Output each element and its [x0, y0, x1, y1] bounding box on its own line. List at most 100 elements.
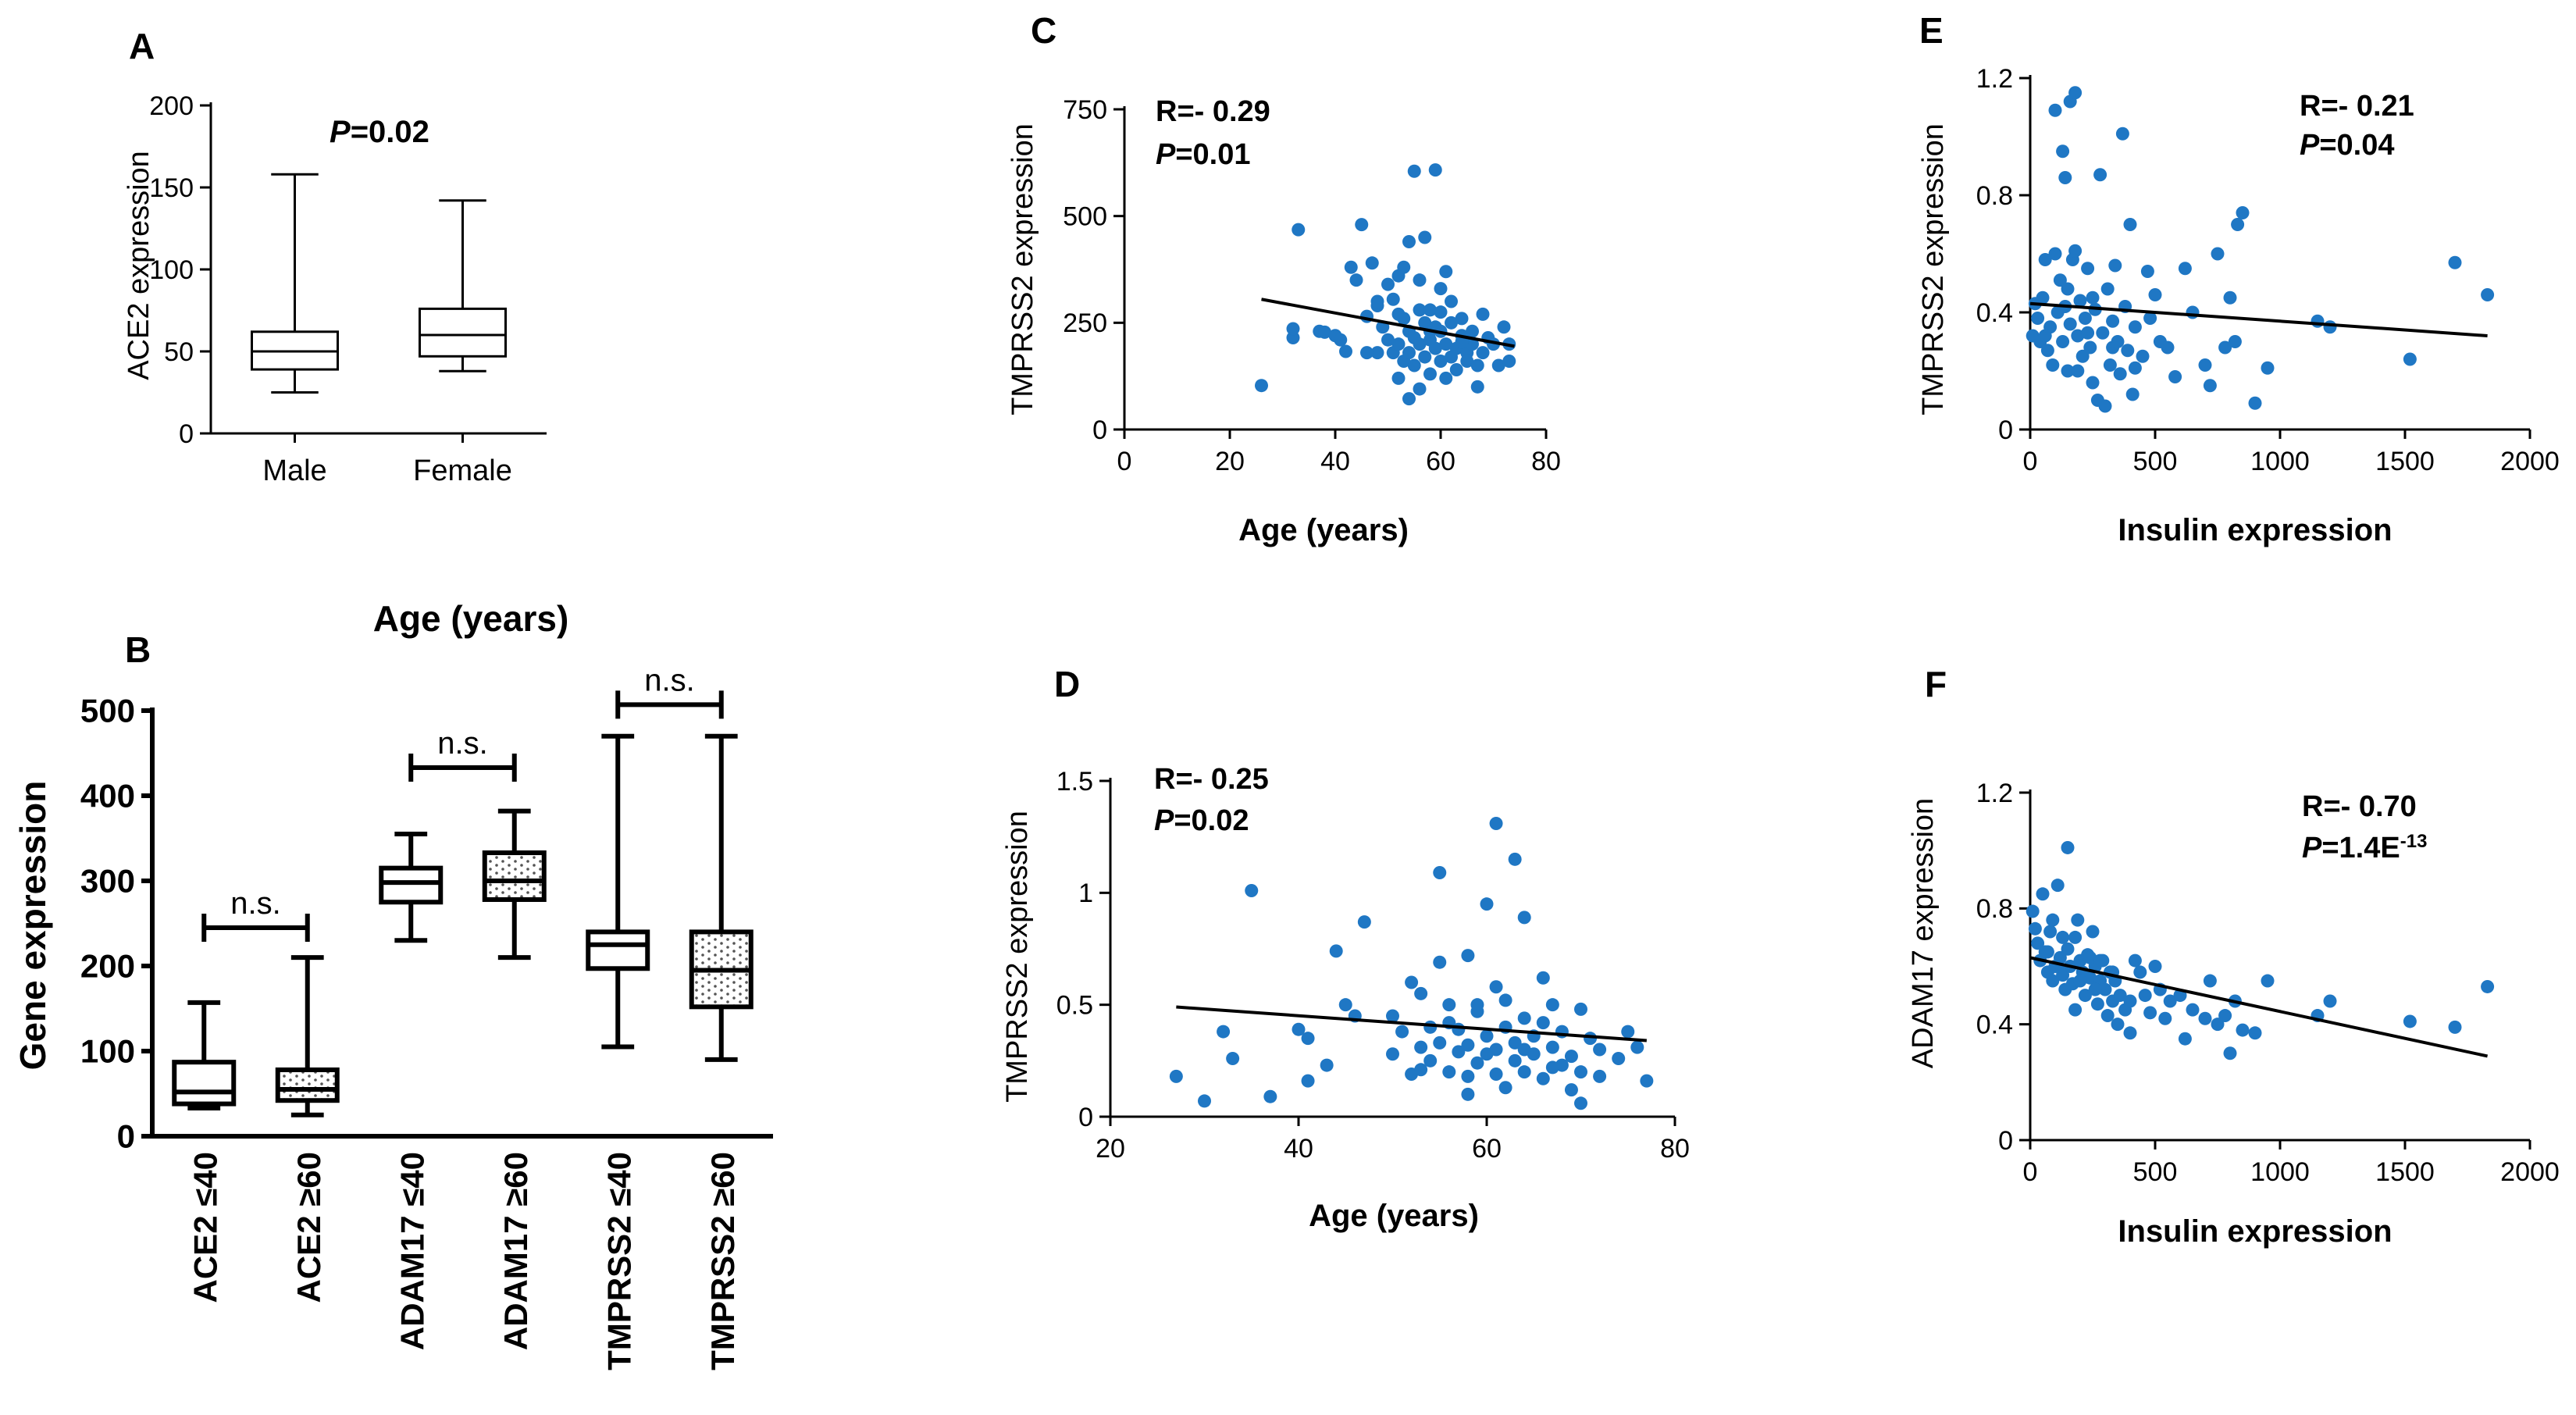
panel-c-data-point: [1402, 346, 1416, 360]
panel-b-y-tick-label: 0: [117, 1118, 135, 1155]
panel-c-data-point: [1470, 358, 1484, 372]
panel-c-data-point: [1349, 273, 1363, 287]
panel-a-y-tick-label: 150: [149, 173, 194, 203]
panel-d-data-point: [1574, 1065, 1587, 1079]
panel-c-data-point: [1339, 344, 1352, 358]
panel-c-x-tick-label: 60: [1426, 447, 1455, 476]
panel-c-data-point: [1391, 371, 1406, 385]
panel-d-data-point: [1433, 1035, 1447, 1050]
panel-e-y-tick-label: 0.8: [1976, 181, 2013, 211]
panel-c-p: P=0.01: [1156, 138, 1251, 171]
panel-d-r: R=- 0.25: [1154, 763, 1269, 796]
panel-b-iqr-box: [172, 1060, 237, 1107]
panel-d-data-point: [1414, 986, 1428, 1000]
panel-d-data-point: [1545, 1060, 1559, 1075]
panel-e: E TMPRSS2 expression Insulin expression …: [1917, 10, 2560, 547]
panel-a-box: [251, 173, 339, 394]
panel-f-r: R=- 0.70: [2302, 790, 2417, 823]
panel-e-x-tick-label: 1500: [2375, 447, 2435, 476]
panel-e-data-point: [2038, 329, 2052, 343]
panel-e-data-point: [2448, 255, 2462, 269]
panel-c-data-point: [1407, 358, 1421, 372]
panel-c-ylabel: TMPRSS2 expression: [1007, 123, 1039, 415]
panel-d-ylabel: TMPRSS2 expression: [1001, 811, 1034, 1103]
panel-b-box: [379, 832, 444, 943]
panel-e-data-point: [2218, 340, 2232, 355]
panel-e-data-point: [2403, 352, 2417, 366]
panel-c-data-point: [1286, 322, 1300, 336]
panel-d-data-point: [1423, 1053, 1438, 1067]
panel-c-x-tick-label: 40: [1320, 447, 1350, 476]
panel-e-data-point: [2083, 340, 2097, 355]
panel-c-data-point: [1502, 355, 1516, 369]
panel-c-p-text: =0.01: [1175, 138, 1250, 171]
panel-d-data-point: [1498, 1081, 1512, 1095]
panel-d-data-point: [1226, 1051, 1240, 1065]
panel-f-data-point: [2158, 1011, 2172, 1025]
panel-c-data-point: [1428, 341, 1442, 355]
panel-d-data-point: [1461, 1038, 1475, 1052]
panel-b-category-label: ACE2 ≥60: [290, 1152, 327, 1303]
panel-e-data-point: [2071, 329, 2085, 343]
panel-d-data-point: [1536, 1016, 1550, 1030]
panel-d-data-point: [1508, 852, 1522, 866]
panel-f-data-point: [2236, 1023, 2250, 1037]
panel-e-p-italic: P: [2300, 129, 2320, 162]
panel-f-x-tick-label: 1000: [2250, 1157, 2310, 1187]
panel-b-iqr-box: [275, 1067, 340, 1103]
panel-d-y-tick-label: 1.5: [1056, 767, 1093, 797]
panel-d-data-point: [1545, 998, 1559, 1012]
panel-e-data-point: [2046, 358, 2060, 372]
panel-d-data-point: [1245, 883, 1259, 897]
panel-c-data-point: [1434, 282, 1448, 296]
panel-c-data-point: [1402, 392, 1416, 406]
panel-d-data-point: [1414, 1040, 1428, 1054]
panel-f-data-point: [2090, 997, 2104, 1011]
panel-d-data-point: [1301, 1032, 1315, 1046]
panel-c-data-point: [1434, 355, 1448, 369]
panel-b-iqr-box: [586, 929, 650, 971]
panel-c-points: [1255, 163, 1516, 406]
panel-b-significance-label: n.s.: [230, 886, 280, 921]
panel-f-data-point: [2078, 989, 2092, 1003]
panel-e-data-point: [2048, 247, 2062, 261]
panel-a-label: A: [129, 26, 155, 66]
panel-c-data-point: [1391, 337, 1406, 351]
panel-f-p-text: =1.4E: [2321, 832, 2400, 864]
panel-e-data-point: [2103, 358, 2117, 372]
panel-f-data-point: [2186, 1003, 2200, 1017]
panel-e-data-point: [2086, 290, 2100, 305]
panel-e-y-tick-label: 1.2: [1976, 64, 2013, 94]
panel-a-pvalue: P=0.02: [330, 115, 429, 149]
panel-d-x-tick-label: 80: [1660, 1134, 1690, 1164]
panel-b-significance-label: n.s.: [644, 663, 694, 697]
panel-e-data-point: [2248, 396, 2262, 410]
panel-f-x-tick-label: 500: [2133, 1157, 2178, 1187]
panel-c-y-tick-label: 750: [1063, 95, 1107, 125]
panel-e-data-point: [2031, 312, 2045, 325]
panel-c-data-point: [1460, 355, 1474, 369]
panel-b-significance-bracket: n.s.: [201, 886, 310, 942]
panel-f-data-point: [2043, 925, 2058, 939]
panel-c-x-tick-label: 80: [1531, 447, 1561, 476]
panel-c-y-tick-label: 500: [1063, 202, 1107, 232]
panel-b-box: [275, 955, 340, 1117]
panel-a-p-italic: P: [330, 115, 351, 149]
panel-d-data-point: [1574, 1096, 1587, 1110]
panel-d-data-point: [1292, 1022, 1306, 1036]
panel-d-data-point: [1593, 1043, 1607, 1057]
panel-d-data-point: [1536, 971, 1550, 985]
panel-d-y-tick-label: 0: [1078, 1103, 1093, 1132]
panel-f-data-point: [2046, 974, 2060, 988]
panel-c-data-point: [1391, 269, 1406, 283]
panel-c-data-point: [1370, 294, 1384, 308]
panel-d-x-tick-label: 20: [1096, 1134, 1125, 1164]
panel-d-y-tick-label: 0.5: [1056, 991, 1093, 1021]
panel-b-ylabel: Gene expression: [12, 781, 53, 1071]
panel-f-data-point: [2061, 840, 2075, 854]
panel-d-data-point: [1414, 1063, 1428, 1077]
panel-e-data-point: [2125, 387, 2140, 401]
panel-c-data-point: [1344, 260, 1358, 274]
panel-e-data-point: [2048, 103, 2062, 117]
